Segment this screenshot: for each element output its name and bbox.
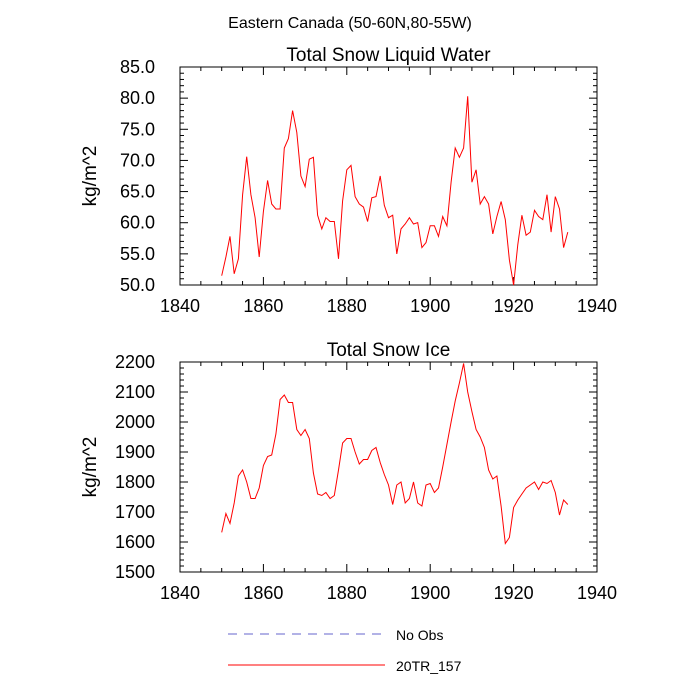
y-tick-label: 60.0 xyxy=(120,213,155,233)
x-tick-label: 1900 xyxy=(410,583,450,603)
figure-title: Eastern Canada (50-60N,80-55W) xyxy=(228,15,472,32)
series-line-20tr-157 xyxy=(221,363,569,545)
y-tick-label: 2000 xyxy=(115,412,155,432)
legend-label-no-obs: No Obs xyxy=(396,627,443,643)
legend: No Obs 20TR_157 xyxy=(228,627,462,674)
y-tick-label: 1600 xyxy=(115,532,155,552)
y-tick-label: 50.0 xyxy=(120,275,155,295)
y-axis-label: kg/m^2 xyxy=(80,437,101,498)
y-tick-label: 85.0 xyxy=(120,57,155,77)
y-tick-label: 65.0 xyxy=(120,182,155,202)
series-line-20tr-157 xyxy=(221,96,569,286)
chart-panel-snow-liquid-water: Total Snow Liquid Water kg/m^2 1840 1860 188… xyxy=(80,45,617,316)
y-tick-label: 55.0 xyxy=(120,244,155,264)
chart-panel-snow-ice: Total Snow Ice kg/m^2 1840 1860 1880 1900 1920… xyxy=(80,340,617,603)
x-tick-label: 1860 xyxy=(243,296,283,316)
x-tick-label: 1940 xyxy=(577,583,617,603)
y-tick-label: 1800 xyxy=(115,472,155,492)
x-tick-label: 1940 xyxy=(577,296,617,316)
plot-frame xyxy=(179,361,598,573)
y-tick-label: 1700 xyxy=(115,502,155,522)
x-tick-label: 1880 xyxy=(327,296,367,316)
y-tick-label: 70.0 xyxy=(120,150,155,170)
x-tick-label: 1900 xyxy=(410,296,450,316)
x-tick-label: 1840 xyxy=(160,296,200,316)
y-tick-label: 75.0 xyxy=(120,119,155,139)
chart-title: Total Snow Liquid Water xyxy=(286,45,491,66)
y-tick-label: 2100 xyxy=(115,382,155,402)
y-tick-label: 80.0 xyxy=(120,88,155,108)
y-axis-label: kg/m^2 xyxy=(80,146,101,207)
x-tick-label: 1840 xyxy=(160,583,200,603)
x-tick-label: 1880 xyxy=(327,583,367,603)
legend-label-20tr-157: 20TR_157 xyxy=(396,658,462,674)
chart-title: Total Snow Ice xyxy=(327,340,451,361)
y-tick-label: 1500 xyxy=(115,562,155,582)
y-tick-label: 2200 xyxy=(115,352,155,372)
x-tick-label: 1920 xyxy=(494,296,534,316)
x-tick-label: 1920 xyxy=(494,583,534,603)
x-tick-label: 1860 xyxy=(243,583,283,603)
y-tick-label: 1900 xyxy=(115,442,155,462)
plot-frame xyxy=(179,66,598,286)
